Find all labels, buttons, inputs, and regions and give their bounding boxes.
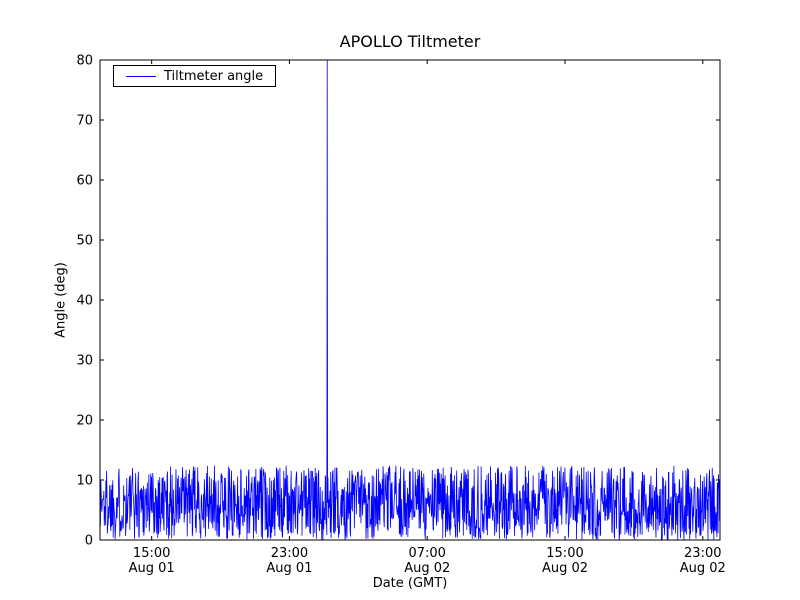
x-tick-date-label: Aug 02 bbox=[404, 561, 450, 576]
x-tick-time-label: 07:00 bbox=[408, 546, 445, 561]
x-tick-time-label: 15:00 bbox=[546, 546, 583, 561]
y-tick-label: 40 bbox=[76, 294, 93, 309]
x-tick-date-label: Aug 01 bbox=[129, 561, 175, 576]
y-tick-label: 70 bbox=[76, 114, 93, 129]
y-tick-label: 60 bbox=[76, 174, 93, 189]
chart-title: APOLLO Tiltmeter bbox=[339, 32, 481, 51]
x-axis-label: Date (GMT) bbox=[372, 576, 448, 591]
x-tick-time-label: 23:00 bbox=[271, 546, 308, 561]
legend: Tiltmeter angle bbox=[113, 65, 277, 87]
y-tick-label: 10 bbox=[76, 474, 93, 489]
y-axis-label: Angle (deg) bbox=[53, 262, 69, 338]
y-tick-label: 0 bbox=[85, 534, 93, 549]
x-tick-date-label: Aug 02 bbox=[542, 561, 588, 576]
y-tick-label: 20 bbox=[76, 414, 93, 429]
legend-entry-label: Tiltmeter angle bbox=[164, 68, 264, 84]
legend-line-sample bbox=[126, 75, 156, 77]
x-tick-date-label: Aug 02 bbox=[680, 561, 726, 576]
y-tick-label: 30 bbox=[76, 354, 93, 369]
x-tick-time-label: 23:00 bbox=[684, 546, 721, 561]
x-tick-time-label: 15:00 bbox=[133, 546, 170, 561]
x-tick-date-label: Aug 01 bbox=[266, 561, 312, 576]
tiltmeter-angle-line bbox=[100, 60, 720, 540]
y-tick-label: 50 bbox=[76, 234, 93, 249]
y-tick-label: 80 bbox=[76, 54, 93, 69]
